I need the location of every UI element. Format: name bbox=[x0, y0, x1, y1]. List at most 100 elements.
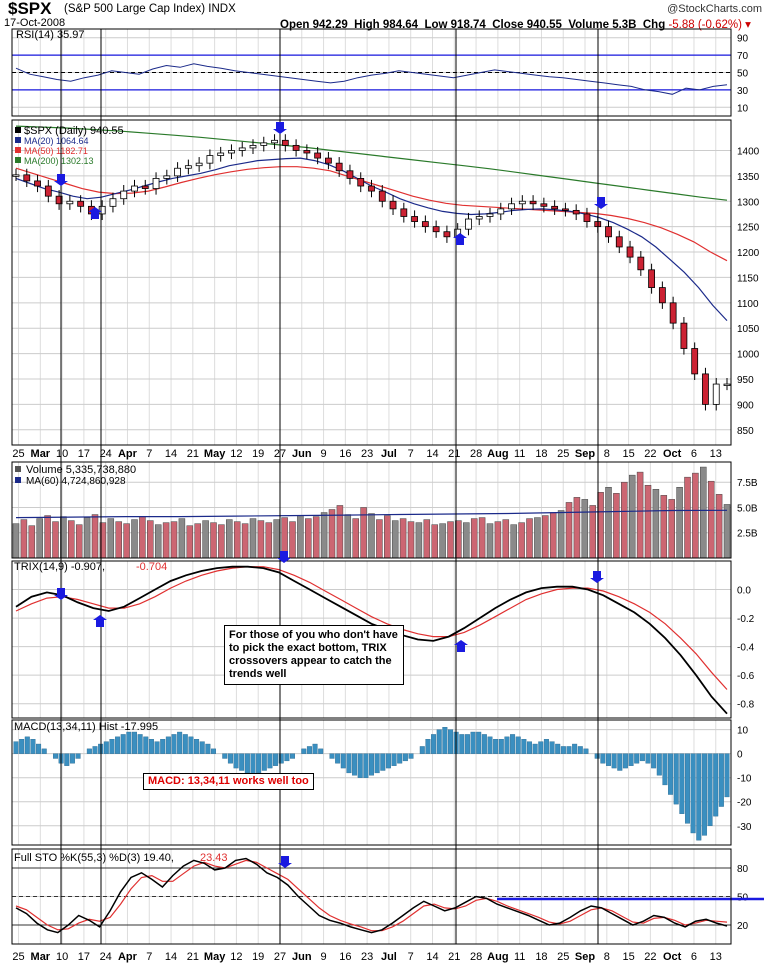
legend-swatch bbox=[15, 147, 21, 153]
candle-body bbox=[551, 205, 559, 210]
macd-hist-bar bbox=[261, 753, 267, 771]
volume-bar bbox=[581, 499, 589, 559]
macd-hist-bar bbox=[188, 736, 194, 754]
volume-bar bbox=[573, 497, 581, 559]
x-tick-label: 28 bbox=[470, 448, 482, 460]
x-tick-label: Oct bbox=[663, 951, 682, 963]
volume-bar bbox=[621, 481, 628, 559]
candle-body bbox=[368, 185, 375, 192]
volume-bar bbox=[297, 515, 304, 559]
macd-hist-bar bbox=[515, 736, 521, 754]
macd-hist-bar bbox=[148, 739, 154, 754]
sell-arrow-icon bbox=[590, 571, 604, 583]
x-tick-label: 21 bbox=[187, 448, 199, 460]
volume-bar bbox=[20, 519, 28, 559]
macd-hist-bar bbox=[583, 748, 589, 754]
volume-bar bbox=[447, 521, 454, 559]
candle-body bbox=[195, 162, 203, 167]
rsi-legend: RSI(14) 35.97 bbox=[16, 29, 84, 41]
volume-bar bbox=[320, 512, 328, 559]
macd-hist-bar bbox=[628, 753, 634, 766]
price-ytick: 1000 bbox=[737, 350, 760, 361]
macd-hist-bar bbox=[194, 739, 200, 754]
volume-bar bbox=[660, 495, 668, 559]
volume-bar bbox=[700, 466, 707, 559]
candle-body bbox=[163, 175, 171, 179]
volume-bar bbox=[52, 521, 59, 559]
volume-bar bbox=[12, 523, 20, 559]
macd-hist-bar bbox=[560, 746, 566, 754]
price-ytick: 1100 bbox=[737, 299, 759, 310]
sell-arrow-icon bbox=[278, 856, 292, 868]
volume-bar bbox=[376, 519, 383, 559]
x-tick-label: 24 bbox=[100, 448, 112, 460]
sto-legend-d: 23.43 bbox=[200, 852, 228, 864]
x-tick-label: 7 bbox=[146, 448, 152, 460]
trix-annotation: For those of you who don't have to pick … bbox=[224, 625, 404, 685]
candle-body bbox=[702, 373, 709, 405]
stochastic-panel bbox=[11, 848, 732, 945]
volume-bar bbox=[707, 480, 715, 559]
rsi-ytick: 30 bbox=[737, 86, 749, 97]
macd-hist-bar bbox=[41, 748, 47, 754]
volume-bar bbox=[676, 487, 683, 559]
macd-hist-bar bbox=[679, 753, 685, 814]
x-tick-label: 17 bbox=[78, 951, 90, 963]
volume-bar bbox=[194, 523, 201, 559]
macd-hist-bar bbox=[431, 734, 437, 754]
macd-hist-bar bbox=[538, 741, 544, 754]
x-tick-label: 25 bbox=[12, 448, 24, 460]
trix-ytick: 0.0 bbox=[737, 586, 751, 597]
volume-bar bbox=[123, 523, 130, 559]
open-value: Open 942.29 bbox=[280, 19, 348, 31]
chart-symbol: $SPX bbox=[8, 0, 52, 18]
sto-d-line bbox=[15, 859, 728, 932]
volume-bar bbox=[605, 487, 612, 559]
macd-hist-bar bbox=[256, 753, 262, 774]
candle-body bbox=[174, 167, 181, 177]
macd-hist-bar bbox=[64, 753, 70, 766]
x-tick-label: 14 bbox=[165, 951, 177, 963]
macd-hist-bar bbox=[301, 748, 307, 754]
x-tick-label: Jun bbox=[292, 448, 312, 460]
candle-body bbox=[658, 287, 666, 304]
x-tick-label: 14 bbox=[426, 448, 438, 460]
volume-bar bbox=[289, 521, 296, 559]
volume-bar bbox=[162, 522, 170, 559]
macd-hist-bar bbox=[685, 753, 691, 824]
volume-bar bbox=[415, 522, 423, 559]
change-down-icon: ▾ bbox=[745, 19, 751, 31]
volume-bar bbox=[257, 520, 265, 559]
close-value: Close 940.55 bbox=[492, 19, 562, 31]
macd-hist-bar bbox=[222, 753, 228, 759]
candle-body bbox=[357, 177, 365, 187]
x-tick-label: 8 bbox=[604, 951, 610, 963]
candle-body bbox=[292, 144, 300, 151]
volume-bar bbox=[510, 524, 517, 559]
volume-bar bbox=[233, 521, 241, 559]
candle-body bbox=[421, 221, 429, 228]
macd-hist-bar bbox=[205, 743, 211, 754]
x-tick-label: Mar bbox=[31, 448, 51, 460]
volume-bar bbox=[328, 509, 336, 559]
volume-bar bbox=[131, 519, 138, 559]
x-tick-label: 6 bbox=[691, 951, 697, 963]
candle-body bbox=[34, 180, 41, 187]
brand-watermark[interactable]: @StockCharts.com bbox=[667, 3, 762, 15]
volume-bar bbox=[83, 517, 91, 559]
macd-ytick: -20 bbox=[737, 798, 752, 809]
x-tick-label: 15 bbox=[622, 448, 634, 460]
macd-hist-bar bbox=[92, 746, 98, 754]
macd-hist-bar bbox=[306, 746, 312, 754]
x-tick-label: 7 bbox=[146, 951, 152, 963]
x-tick-label: Aug bbox=[487, 448, 508, 460]
candle-body bbox=[497, 208, 505, 215]
volume-bar bbox=[139, 516, 146, 559]
x-tick-label: 24 bbox=[100, 951, 112, 963]
volume-bar bbox=[178, 518, 186, 559]
candle-body bbox=[206, 155, 214, 164]
x-tick-label: May bbox=[204, 951, 226, 963]
candle-body bbox=[680, 322, 688, 349]
macd-hist-bar bbox=[340, 753, 346, 769]
macd-hist-bar bbox=[408, 753, 414, 759]
